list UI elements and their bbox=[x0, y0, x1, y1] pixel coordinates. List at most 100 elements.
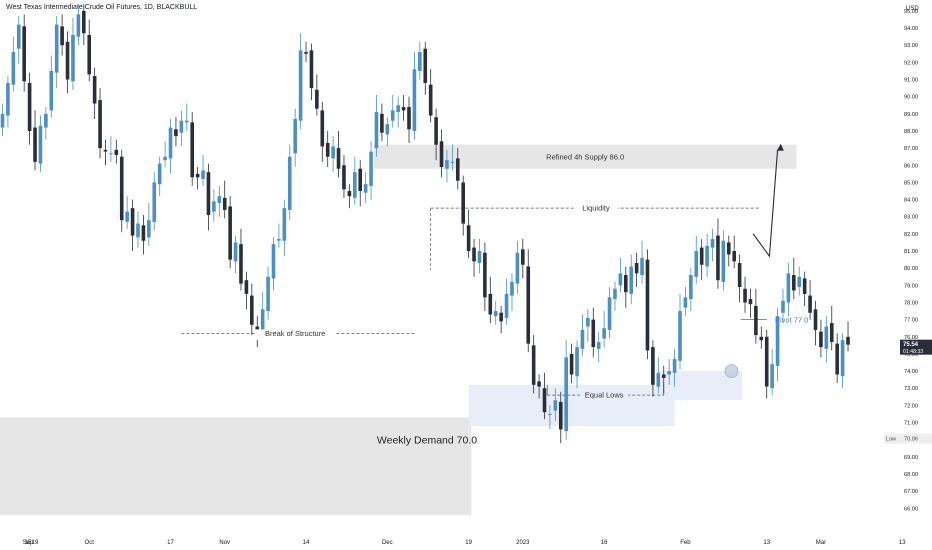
equal-lows-label-bg bbox=[580, 391, 629, 402]
price-tick-label: 82.00 bbox=[904, 232, 918, 238]
candle-body bbox=[233, 242, 238, 262]
candle-body bbox=[521, 249, 525, 265]
candle-body bbox=[466, 225, 471, 252]
candle-body bbox=[380, 113, 384, 133]
candle-body bbox=[548, 413, 552, 415]
candle-body bbox=[493, 311, 498, 317]
price-tick-label: 66.00 bbox=[904, 506, 918, 512]
supply-zone bbox=[373, 144, 797, 169]
time-tick-label: 19 bbox=[465, 540, 472, 546]
candle-body bbox=[103, 149, 108, 152]
candle-body bbox=[217, 196, 222, 204]
candle-body bbox=[369, 151, 373, 186]
low-value-bg bbox=[900, 433, 932, 444]
candle-body bbox=[705, 245, 709, 267]
candle-body bbox=[293, 118, 297, 154]
price-tick-label: 77.00 bbox=[904, 318, 918, 324]
break-of-structure-label: Break of Structure bbox=[265, 329, 325, 338]
zones-layer bbox=[0, 144, 797, 516]
candle-body bbox=[510, 281, 514, 296]
candle-body bbox=[315, 89, 319, 109]
price-axis-currency: USD bbox=[906, 6, 919, 12]
price-tick-label: 76.00 bbox=[904, 335, 918, 341]
candle-body bbox=[206, 172, 211, 216]
price-tick-label: 87.00 bbox=[904, 146, 918, 152]
low-value: 70.06 bbox=[904, 437, 918, 443]
time-tick-label: 16 bbox=[601, 540, 608, 546]
candle-body bbox=[743, 288, 747, 303]
candle-body bbox=[228, 206, 232, 260]
candle-body bbox=[130, 208, 135, 236]
candle-body bbox=[656, 372, 661, 387]
candle-body bbox=[461, 182, 465, 224]
price-tick-label: 72.00 bbox=[904, 403, 918, 409]
candle-body bbox=[76, 14, 81, 37]
time-tick-label: 19 bbox=[32, 540, 39, 546]
price-tick-label: 89.00 bbox=[904, 112, 918, 118]
candle-body bbox=[591, 319, 596, 348]
price-tick-label: 95.00 bbox=[904, 9, 918, 15]
candle-body bbox=[239, 244, 243, 284]
candle-body bbox=[618, 273, 623, 286]
candle-body bbox=[488, 293, 493, 315]
time-tick-label: Feb bbox=[680, 540, 691, 546]
price-tick-label: 90.00 bbox=[904, 95, 918, 101]
candle-body bbox=[613, 288, 617, 300]
candle-body bbox=[824, 326, 829, 349]
liquidity-label: Liquidity bbox=[582, 204, 610, 213]
low-label-bg bbox=[884, 433, 900, 444]
candle-body bbox=[168, 127, 173, 159]
candle-body bbox=[808, 295, 812, 313]
candle-body bbox=[661, 374, 666, 378]
candle-body bbox=[71, 34, 75, 82]
candle-body bbox=[347, 191, 352, 197]
price-tick-label: 88.00 bbox=[904, 129, 918, 135]
candle-body bbox=[450, 161, 455, 163]
candle-body bbox=[418, 52, 422, 71]
candle-body bbox=[840, 340, 845, 377]
candle-body bbox=[558, 401, 563, 430]
candle-body bbox=[65, 41, 70, 80]
candle-body bbox=[445, 160, 449, 169]
candle-body bbox=[179, 120, 184, 133]
candle-body bbox=[109, 153, 113, 155]
price-tick-label: 79.00 bbox=[904, 283, 918, 289]
candle-body bbox=[797, 276, 802, 288]
demand-zone-blue bbox=[468, 384, 675, 426]
candle-body bbox=[277, 239, 281, 241]
candle-body bbox=[325, 142, 330, 157]
price-tick-label: 93.00 bbox=[904, 43, 918, 49]
candle-body bbox=[683, 297, 688, 308]
candle-body bbox=[504, 293, 509, 318]
candle-body bbox=[82, 10, 86, 34]
candle-body bbox=[781, 300, 785, 313]
candle-body bbox=[287, 156, 292, 210]
price-tick-label: 84.00 bbox=[904, 198, 918, 204]
candle-body bbox=[298, 50, 303, 121]
candle-body bbox=[813, 309, 818, 330]
candle-body bbox=[54, 24, 59, 73]
candle-body bbox=[678, 311, 682, 361]
candle-body bbox=[434, 117, 438, 145]
candle-body bbox=[575, 347, 579, 377]
price-tick-label: 83.00 bbox=[904, 215, 918, 221]
candle-body bbox=[499, 312, 503, 322]
candle-body bbox=[542, 388, 547, 413]
candle-body bbox=[624, 275, 628, 293]
candle-body bbox=[353, 172, 357, 198]
candle-body bbox=[163, 156, 167, 161]
candle-body bbox=[309, 50, 314, 89]
candle-body bbox=[195, 173, 200, 178]
candle-body bbox=[266, 276, 270, 312]
time-tick-label: Nov bbox=[219, 540, 230, 546]
candle-body bbox=[846, 336, 850, 345]
candle-body bbox=[184, 120, 189, 123]
candle-body bbox=[651, 347, 655, 385]
candle-body bbox=[33, 127, 37, 162]
candle-body bbox=[580, 329, 585, 349]
candle-body bbox=[483, 252, 487, 298]
projection-arrowhead bbox=[776, 143, 784, 151]
candle-body bbox=[710, 239, 715, 248]
candle-body bbox=[6, 82, 10, 116]
